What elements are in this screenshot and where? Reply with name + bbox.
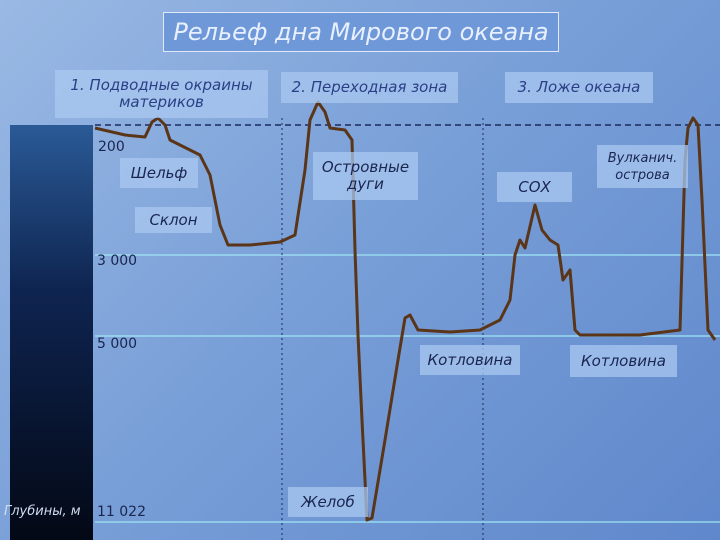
depth-label: 11 022: [97, 504, 146, 520]
depth-label: 5 000: [97, 336, 138, 352]
feature-label: Островные дуги: [313, 152, 418, 200]
seabed-profile: [94, 100, 717, 522]
depth-axis-label: Глубины, м: [4, 504, 81, 519]
depth-label: 200: [98, 139, 125, 155]
zone-label: 2. Переходная зона: [281, 72, 458, 103]
zone-label: 1. Подводные окраины материков: [55, 70, 268, 118]
feature-label: Склон: [135, 207, 212, 233]
feature-label: Желоб: [288, 487, 368, 517]
depth-strip: [10, 125, 93, 540]
feature-label: Котловина: [570, 345, 677, 377]
title: Рельеф дна Мирового океана: [163, 12, 559, 52]
zone-label: 3. Ложе океана: [505, 72, 653, 103]
feature-label: Котловина: [420, 345, 520, 375]
depth-label: 3 000: [97, 253, 138, 269]
feature-label: Вулканич. острова: [597, 145, 688, 188]
feature-label: СОХ: [497, 172, 572, 202]
feature-label: Шельф: [120, 158, 198, 188]
